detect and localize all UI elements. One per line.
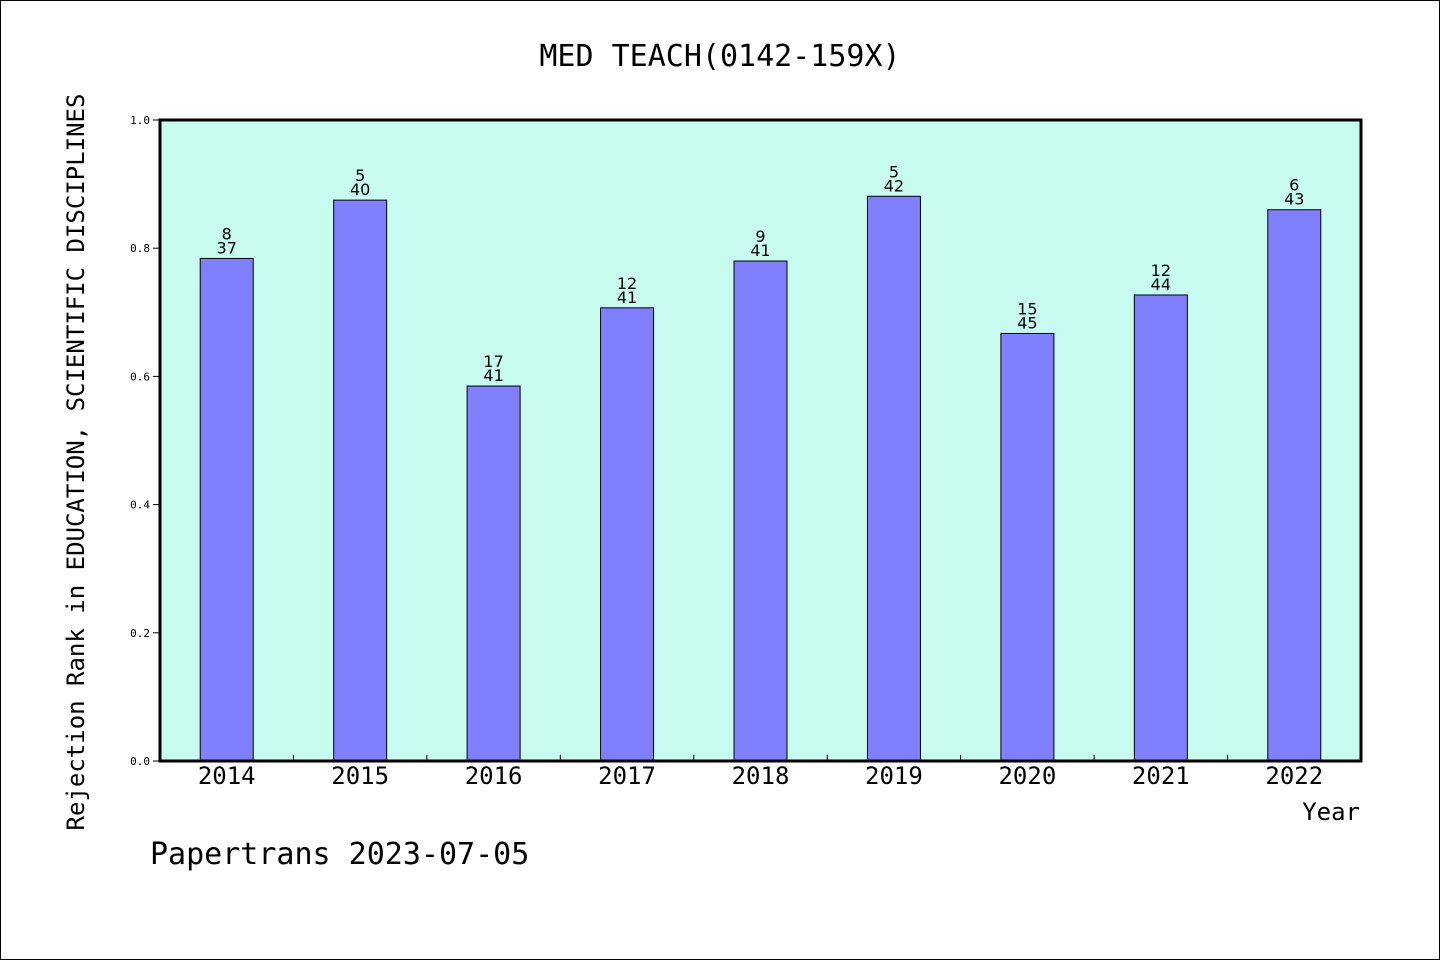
bar-total-label: 37 [217, 238, 237, 257]
x-tick-label: 2017 [598, 762, 656, 790]
bar-rank-label: 12 [617, 274, 637, 293]
y-tick-label: 0.2 [130, 627, 150, 640]
bar-2017 [600, 307, 655, 762]
bar-rank-label: 9 [755, 227, 765, 246]
x-axis-label: Year [1302, 798, 1360, 826]
bar-rank-label: 8 [222, 224, 232, 243]
bar-total-label: 41 [483, 366, 503, 385]
footer-text: Papertrans 2023-07-05 [150, 837, 529, 872]
bar-rank-label: 6 [1289, 176, 1299, 195]
x-tick-label: 2020 [998, 762, 1056, 790]
x-axis: 2014 2015 2016 2017 2018 2019 2020 2021 2022 [198, 755, 1323, 790]
bar-rank-label: 17 [483, 352, 503, 371]
bar-2016 [466, 385, 521, 762]
bars [199, 195, 1322, 762]
y-axis: 0.0 0.2 0.4 0.6 0.8 1.0 [130, 114, 160, 768]
bar-total-label: 40 [350, 180, 370, 199]
bar-rank-label: 5 [889, 162, 899, 181]
bar-2020 [1000, 332, 1055, 762]
bar-total-label: 41 [617, 288, 637, 307]
chart-title: MED TEACH(0142-159X) [539, 39, 900, 74]
y-tick-label: 0.4 [130, 499, 150, 512]
bar-2018 [733, 260, 788, 762]
bar-2015 [333, 199, 388, 762]
x-tick-label: 2018 [732, 762, 790, 790]
plot-border [158, 118, 1363, 763]
bar-rank-label: 12 [1151, 261, 1171, 280]
bar-2021 [1133, 294, 1188, 762]
x-tick-label: 2015 [331, 762, 389, 790]
x-tick-label: 2016 [465, 762, 523, 790]
x-tick-label: 2014 [198, 762, 256, 790]
y-tick-label: 0.0 [130, 755, 150, 768]
bar-total-label: 41 [750, 241, 770, 260]
y-tick-label: 1.0 [130, 114, 150, 127]
bar-total-label: 42 [884, 176, 904, 195]
y-axis-label: Rejection Rank in EDUCATION, SCIENTIFIC … [62, 94, 90, 831]
x-tick-label: 2021 [1132, 762, 1190, 790]
bar-2014 [199, 257, 254, 762]
y-tick-label: 0.6 [130, 370, 150, 383]
bar-2022 [1267, 209, 1322, 762]
bar-total-label: 44 [1151, 275, 1171, 294]
x-tick-label: 2022 [1265, 762, 1323, 790]
bar-total-label: 45 [1017, 313, 1037, 332]
bar-rank-label: 15 [1017, 299, 1037, 318]
y-tick-label: 0.8 [130, 242, 150, 255]
x-tick-label: 2019 [865, 762, 923, 790]
bar-total-label: 43 [1284, 190, 1304, 209]
bar-rank-label: 5 [355, 166, 365, 185]
bar-2019 [866, 195, 921, 762]
